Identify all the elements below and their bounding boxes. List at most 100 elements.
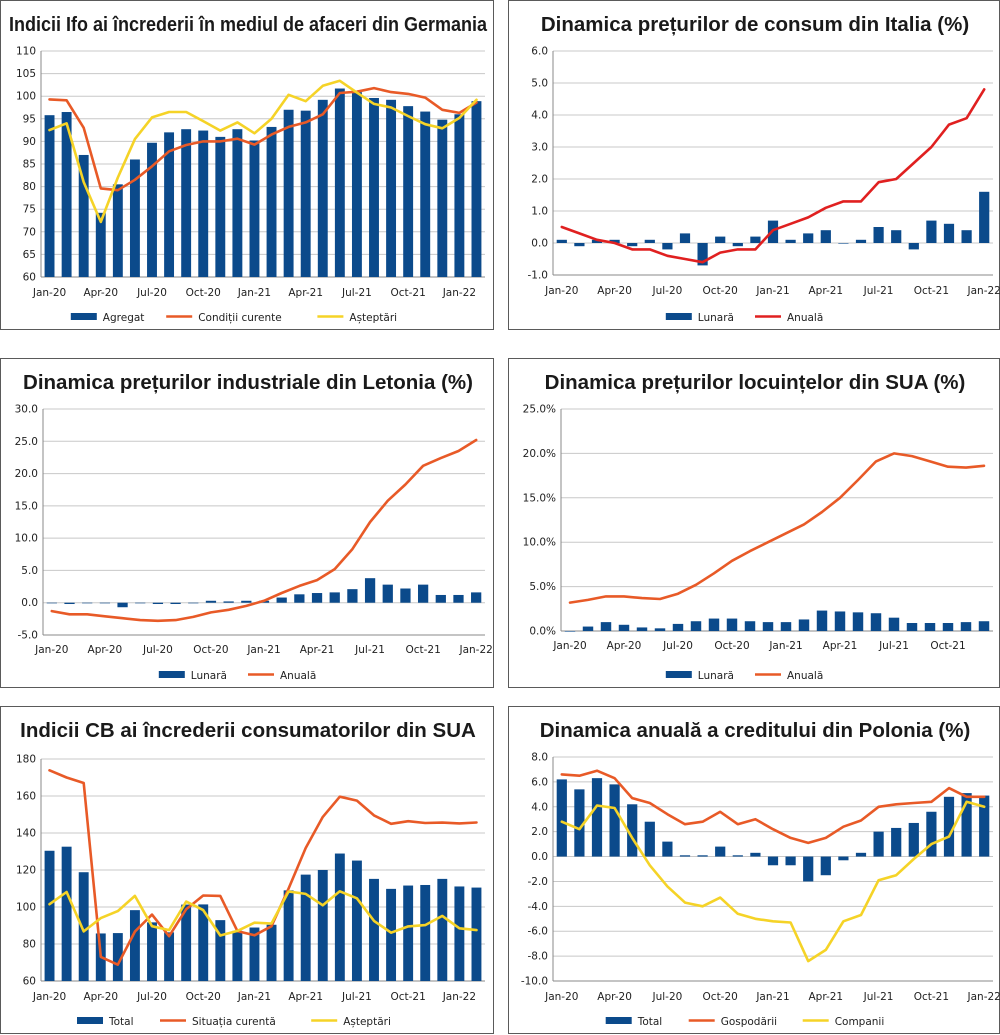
bar-total xyxy=(908,822,919,857)
y-tick-label: 15.0 xyxy=(15,500,38,512)
bar-lunară xyxy=(417,584,429,603)
bar-total xyxy=(838,856,849,861)
bar-lunară xyxy=(908,243,919,250)
chart-title: Dinamica anuală a creditului din Polonia… xyxy=(540,719,971,742)
bar-lunară xyxy=(750,236,761,243)
bar-lunară xyxy=(564,631,576,632)
x-tick-label: Jul-21 xyxy=(341,991,372,1003)
bar-agregat xyxy=(300,110,311,277)
bar-lunară xyxy=(924,623,936,631)
bar-lunară xyxy=(798,619,810,631)
bar-agregat xyxy=(95,212,106,277)
bar-agregat xyxy=(78,154,89,277)
y-tick-label: 140 xyxy=(16,828,36,840)
bar-lunară xyxy=(276,597,287,603)
x-tick-label: Jan-22 xyxy=(442,287,476,299)
bar-lunară xyxy=(600,622,612,631)
y-tick-label: 20.0 xyxy=(15,468,38,480)
y-tick-label: 2.0 xyxy=(531,826,548,838)
x-tick-label: Jul-21 xyxy=(863,285,894,297)
bar-lunară xyxy=(873,227,884,243)
legend-swatch xyxy=(665,671,692,678)
y-tick-label: 70 xyxy=(23,226,36,238)
x-tick-label: Jan-21 xyxy=(246,644,280,656)
bar-lunară xyxy=(471,592,482,603)
y-tick-label: 1.0 xyxy=(531,206,548,218)
bar-agregat xyxy=(147,142,157,277)
bar-agregat xyxy=(198,130,209,277)
chart-title: Dinamica prețurilor de consum din Italia… xyxy=(541,13,969,36)
bar-agregat xyxy=(437,119,448,277)
bar-lunară xyxy=(170,602,181,605)
bar-total xyxy=(454,886,465,981)
y-tick-label: 65 xyxy=(23,249,36,261)
x-tick-label: Apr-21 xyxy=(823,640,858,652)
bar-lunară xyxy=(732,243,743,247)
y-tick-label: 180 xyxy=(16,754,36,766)
x-tick-label: Apr-21 xyxy=(288,991,323,1003)
x-tick-label: Jan-20 xyxy=(544,285,578,297)
bar-agregat xyxy=(44,115,55,278)
y-tick-label: -5.0 xyxy=(18,630,39,642)
chart-sua_cb: Indicii CB ai încrederii consumatorilor … xyxy=(16,719,485,1028)
x-tick-label: Oct-21 xyxy=(405,644,440,656)
bar-agregat xyxy=(454,114,465,277)
bar-lunară xyxy=(679,233,691,243)
y-tick-label: 8.0 xyxy=(531,752,548,764)
bar-lunară xyxy=(627,243,638,247)
bar-lunară xyxy=(636,627,648,631)
chart-ifo: Indicii Ifo ai încrederii în mediul de a… xyxy=(9,13,488,324)
x-tick-label: Jan-20 xyxy=(34,644,68,656)
x-tick-label: Apr-21 xyxy=(300,644,335,656)
bar-lunară xyxy=(347,589,358,603)
bar-total xyxy=(961,793,972,857)
bar-total xyxy=(750,852,761,857)
x-tick-label: Jan-21 xyxy=(768,640,802,652)
bar-total xyxy=(591,778,603,857)
bar-lunară xyxy=(978,621,990,631)
x-tick-label: Jul-20 xyxy=(142,644,173,656)
bar-lunară xyxy=(744,621,756,631)
bar-total xyxy=(926,811,937,857)
y-tick-label: 95 xyxy=(23,113,36,125)
legend-label: Lunară xyxy=(698,312,734,324)
bar-total xyxy=(112,933,123,981)
chart-polonia: Dinamica anuală a creditului din Polonia… xyxy=(521,719,1000,1028)
legend-label: Condiții curente xyxy=(198,312,282,324)
y-tick-label: -4.0 xyxy=(528,901,549,913)
x-tick-label: Jan-20 xyxy=(32,991,66,1003)
bar-total xyxy=(61,846,72,981)
bar-agregat xyxy=(351,92,362,278)
y-tick-label: 10.0 xyxy=(15,533,38,545)
y-tick-label: 20.0% xyxy=(523,448,556,460)
y-tick-label: 30.0 xyxy=(15,404,38,416)
bar-agregat xyxy=(283,109,294,277)
bar-lunară xyxy=(708,618,720,631)
x-tick-label: Apr-20 xyxy=(83,287,118,299)
x-tick-label: Oct-20 xyxy=(714,640,749,652)
bar-agregat xyxy=(403,106,414,277)
bar-lunară xyxy=(816,610,828,631)
bar-lunară xyxy=(785,239,796,243)
x-tick-label: Jul-20 xyxy=(651,991,682,1003)
x-tick-label: Oct-20 xyxy=(703,285,738,297)
x-tick-label: Oct-21 xyxy=(914,991,949,1003)
x-tick-label: Oct-20 xyxy=(193,644,228,656)
x-tick-label: Jul-21 xyxy=(863,991,894,1003)
bar-total xyxy=(266,924,277,981)
bar-total xyxy=(627,804,638,857)
bar-lunară xyxy=(574,243,585,247)
y-tick-label: 110 xyxy=(16,46,36,58)
bar-agregat xyxy=(181,129,192,277)
legend-label: Total xyxy=(108,1016,134,1028)
y-tick-label: 10.0% xyxy=(523,537,556,549)
bar-total xyxy=(78,872,89,981)
bar-lunară xyxy=(329,592,340,603)
y-tick-label: 4.0 xyxy=(531,110,548,122)
legend-label: Agregat xyxy=(103,312,145,324)
y-tick-label: 60 xyxy=(23,272,36,284)
x-tick-label: Apr-20 xyxy=(597,991,632,1003)
bar-lunară xyxy=(906,623,918,631)
y-tick-label: 0.0% xyxy=(529,626,556,638)
y-tick-label: 6.0 xyxy=(531,776,548,788)
